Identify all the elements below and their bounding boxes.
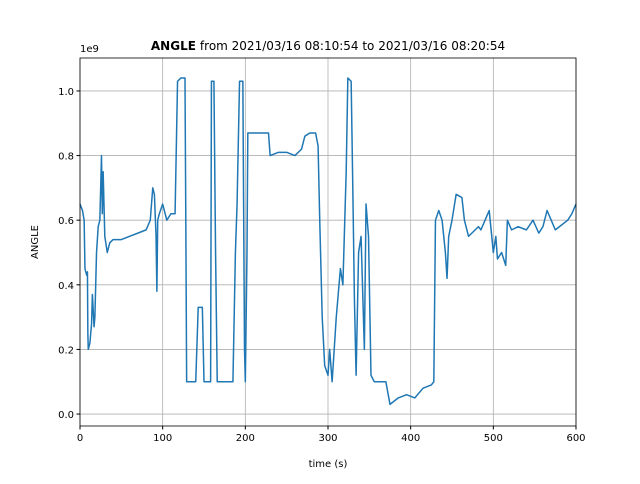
y-tick-label: 0.2 (58, 345, 74, 356)
y-axis-label: ANGLE (30, 225, 41, 259)
y-tick-label: 1.0 (58, 87, 74, 98)
chart-title: ANGLE from 2021/03/16 08:10:54 to 2021/03… (151, 39, 505, 53)
x-tick-label: 200 (236, 433, 255, 444)
x-tick-label: 300 (318, 433, 337, 444)
y-offset-label: 1e9 (80, 44, 99, 55)
y-tick-label: 0.8 (58, 152, 74, 163)
y-tick-label: 0.6 (58, 216, 74, 227)
title-rest: from 2021/03/16 08:10:54 to 2021/03/16 0… (200, 39, 505, 53)
plot-frame (79, 57, 577, 427)
x-tick-label: 400 (401, 433, 420, 444)
title-bold: ANGLE (151, 39, 196, 53)
x-axis-label: time (s) (309, 459, 348, 470)
x-tick-label: 0 (77, 433, 83, 444)
data-line (79, 77, 577, 406)
y-tick-label: 0.4 (58, 281, 74, 292)
x-tick-label: 600 (566, 433, 585, 444)
y-tick-label: 0.0 (58, 410, 74, 421)
x-tick-label: 500 (484, 433, 503, 444)
x-tick-label: 100 (153, 433, 172, 444)
